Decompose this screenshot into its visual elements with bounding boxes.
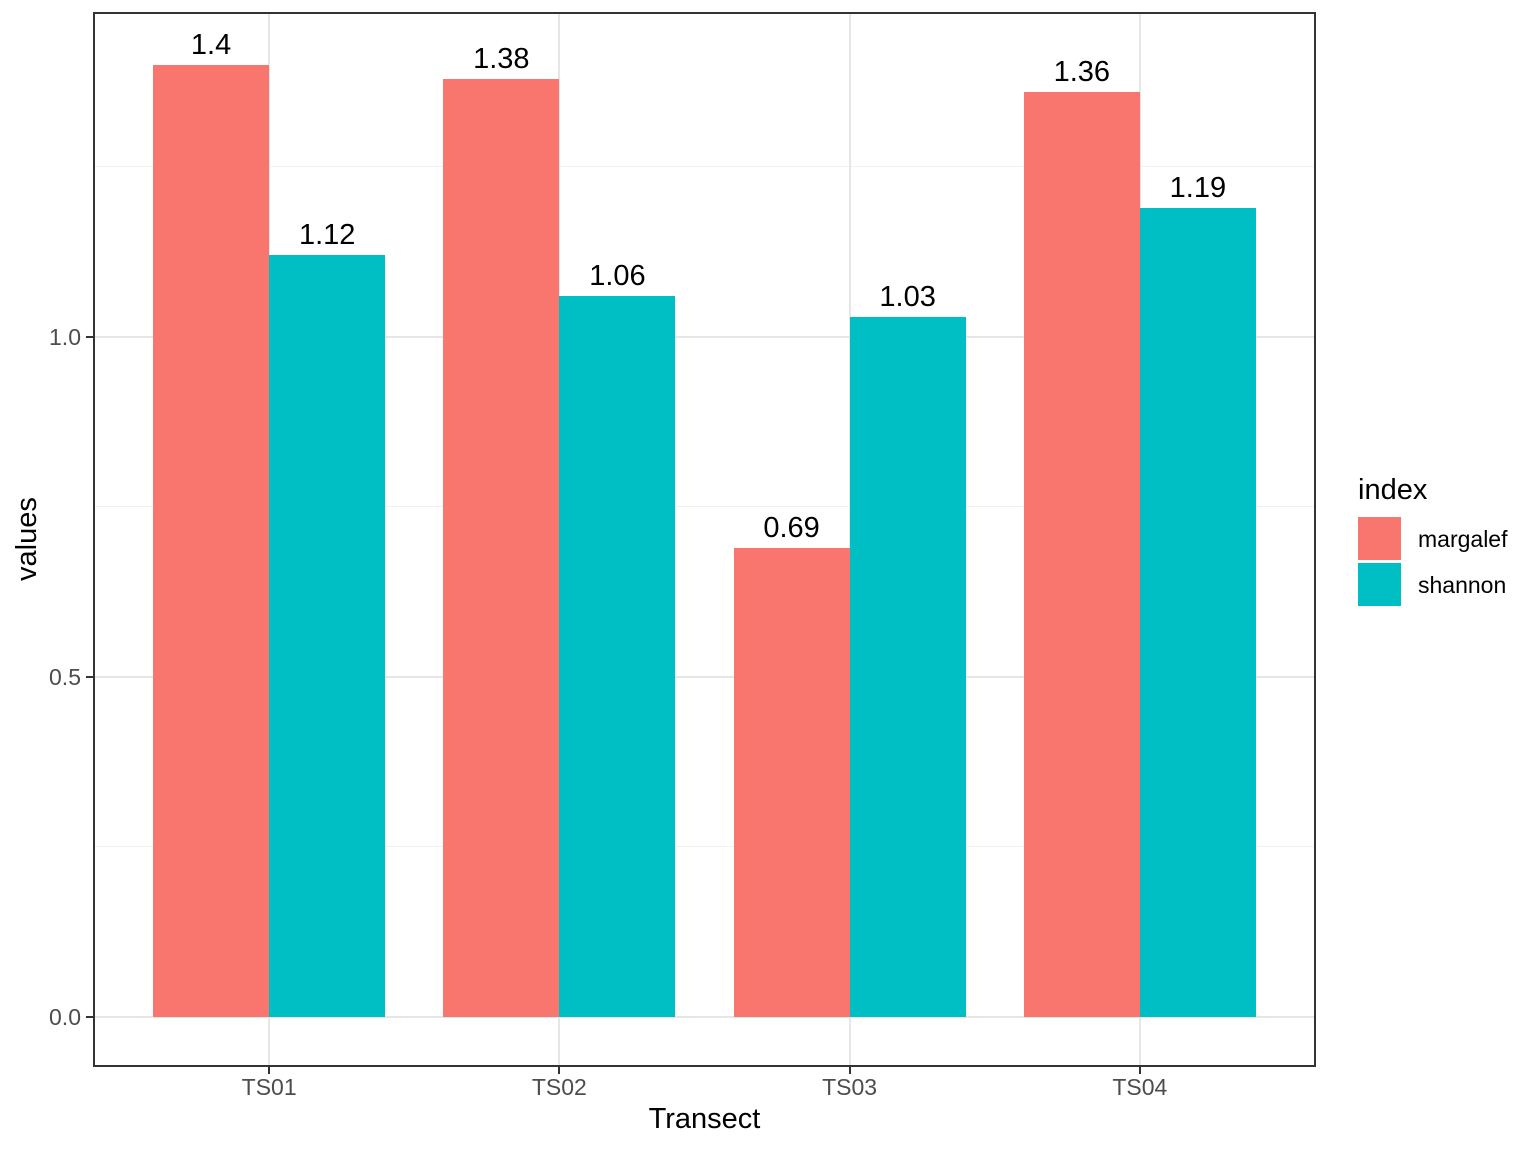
y-axis-title: values <box>11 497 43 582</box>
y-axis-tick <box>86 1015 95 1018</box>
legend-item-label: margalef <box>1418 525 1508 552</box>
bar-shannon-TS02 <box>559 296 676 1017</box>
bar-margalef-TS03 <box>733 547 850 1017</box>
bar-value-label: 1.36 <box>1053 56 1111 89</box>
bar-margalef-TS01 <box>153 64 270 1017</box>
bar-value-label: 1.4 <box>190 28 232 61</box>
y-gridline-minor <box>95 846 1314 848</box>
bar-shannon-TS03 <box>849 316 966 1017</box>
plot-panel: 1.4 1.38 0.69 1.36 1.12 1.06 1.03 1.19 <box>95 14 1314 1065</box>
legend-swatch-shannon <box>1358 563 1401 606</box>
x-axis-tick <box>1138 1065 1141 1074</box>
y-gridline-minor <box>95 166 1314 168</box>
y-axis-tick-label: 0.0 <box>49 1003 81 1030</box>
legend-item-label: shannon <box>1418 571 1507 598</box>
y-gridline-major <box>95 1015 1314 1018</box>
x-axis-tick-label: TS04 <box>1112 1074 1168 1100</box>
y-axis-tick <box>86 335 95 338</box>
y-gridline-major <box>95 335 1314 338</box>
x-axis-tick <box>558 1065 561 1074</box>
y-axis-tick <box>86 675 95 678</box>
legend-item: shannon <box>1358 563 1507 606</box>
y-gridline-minor <box>95 506 1314 508</box>
y-gridline-major <box>95 675 1314 678</box>
bar-margalef-TS02 <box>443 78 560 1017</box>
bar-value-label: 1.06 <box>589 260 646 293</box>
y-axis-tick-label: 0.5 <box>49 663 81 690</box>
bar-margalef-TS04 <box>1023 92 1140 1017</box>
x-axis-tick-label: TS03 <box>822 1074 878 1100</box>
legend-title: index <box>1358 474 1428 506</box>
legend-swatch-margalef <box>1358 517 1401 560</box>
x-axis-title: Transect <box>648 1103 761 1135</box>
bar-shannon-TS04 <box>1139 207 1256 1017</box>
bar-value-label: 1.19 <box>1169 171 1227 204</box>
bar-value-label: 1.38 <box>473 42 530 75</box>
x-axis-tick-label: TS02 <box>531 1074 587 1100</box>
y-axis-tick-label: 1.0 <box>49 323 81 350</box>
x-axis-tick <box>848 1065 851 1074</box>
bar-value-label: 0.69 <box>763 511 820 544</box>
legend-item: margalef <box>1358 517 1507 560</box>
bar-value-label: 1.12 <box>298 219 356 252</box>
bar-shannon-TS01 <box>269 255 386 1017</box>
legend-items: margalef shannon <box>1358 517 1507 606</box>
x-axis-tick <box>268 1065 271 1074</box>
bar-value-label: 1.03 <box>879 280 936 313</box>
legend: index margalef shannon <box>1358 473 1507 609</box>
x-axis-tick-label: TS01 <box>241 1074 297 1100</box>
